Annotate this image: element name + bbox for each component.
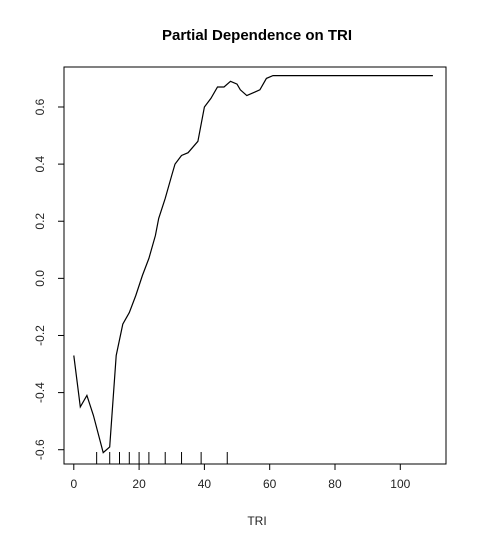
- x-axis-label: TRI: [247, 514, 266, 528]
- y-axis: -0.6 -0.4 -0.2 0.0 0.2 0.4 0.6: [33, 98, 64, 460]
- chart-title: Partial Dependence on TRI: [162, 27, 352, 44]
- rug-ticks: [96, 452, 228, 464]
- x-tick-label: 60: [263, 477, 277, 491]
- y-tick-label: -0.2: [33, 325, 47, 346]
- x-tick-label: 100: [390, 477, 410, 491]
- series-line: [73, 75, 433, 454]
- y-tick-label: 0.4: [33, 155, 47, 172]
- x-tick-label: 40: [198, 477, 212, 491]
- x-tick-label: 20: [132, 477, 146, 491]
- y-tick-label: -0.4: [33, 382, 47, 403]
- x-tick-label: 0: [70, 477, 77, 491]
- y-tick-label: -0.6: [33, 439, 47, 460]
- y-tick-label: 0.6: [33, 98, 47, 115]
- x-axis: 0 20 40 60 80 100: [70, 464, 411, 491]
- y-tick-label: 0.2: [33, 213, 47, 230]
- y-tick-label: 0.0: [33, 270, 47, 287]
- plot-frame: [63, 66, 447, 465]
- x-tick-label: 80: [328, 477, 342, 491]
